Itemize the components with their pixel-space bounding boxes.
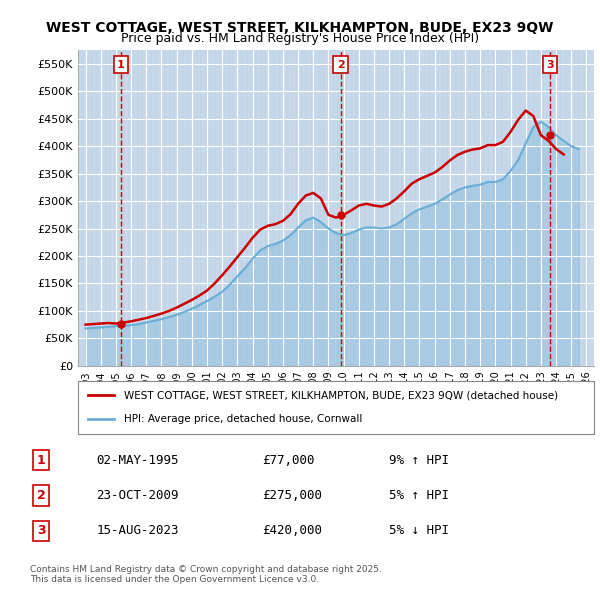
Text: Contains HM Land Registry data © Crown copyright and database right 2025.
This d: Contains HM Land Registry data © Crown c… (30, 565, 382, 584)
Text: 23-OCT-2009: 23-OCT-2009 (96, 489, 179, 502)
Text: £77,000: £77,000 (262, 454, 314, 467)
Text: 1: 1 (117, 60, 125, 70)
Text: 02-MAY-1995: 02-MAY-1995 (96, 454, 179, 467)
Text: 5% ↓ HPI: 5% ↓ HPI (389, 525, 449, 537)
Text: 15-AUG-2023: 15-AUG-2023 (96, 525, 179, 537)
Text: WEST COTTAGE, WEST STREET, KILKHAMPTON, BUDE, EX23 9QW: WEST COTTAGE, WEST STREET, KILKHAMPTON, … (46, 21, 554, 35)
Text: 3: 3 (547, 60, 554, 70)
Text: £275,000: £275,000 (262, 489, 322, 502)
Text: £420,000: £420,000 (262, 525, 322, 537)
Text: 2: 2 (37, 489, 46, 502)
Text: 3: 3 (37, 525, 46, 537)
FancyBboxPatch shape (78, 381, 594, 434)
Text: 2: 2 (337, 60, 344, 70)
Text: Price paid vs. HM Land Registry's House Price Index (HPI): Price paid vs. HM Land Registry's House … (121, 32, 479, 45)
Text: WEST COTTAGE, WEST STREET, KILKHAMPTON, BUDE, EX23 9QW (detached house): WEST COTTAGE, WEST STREET, KILKHAMPTON, … (124, 391, 559, 401)
Text: 1: 1 (37, 454, 46, 467)
Text: HPI: Average price, detached house, Cornwall: HPI: Average price, detached house, Corn… (124, 414, 363, 424)
Text: 5% ↑ HPI: 5% ↑ HPI (389, 489, 449, 502)
Text: 9% ↑ HPI: 9% ↑ HPI (389, 454, 449, 467)
